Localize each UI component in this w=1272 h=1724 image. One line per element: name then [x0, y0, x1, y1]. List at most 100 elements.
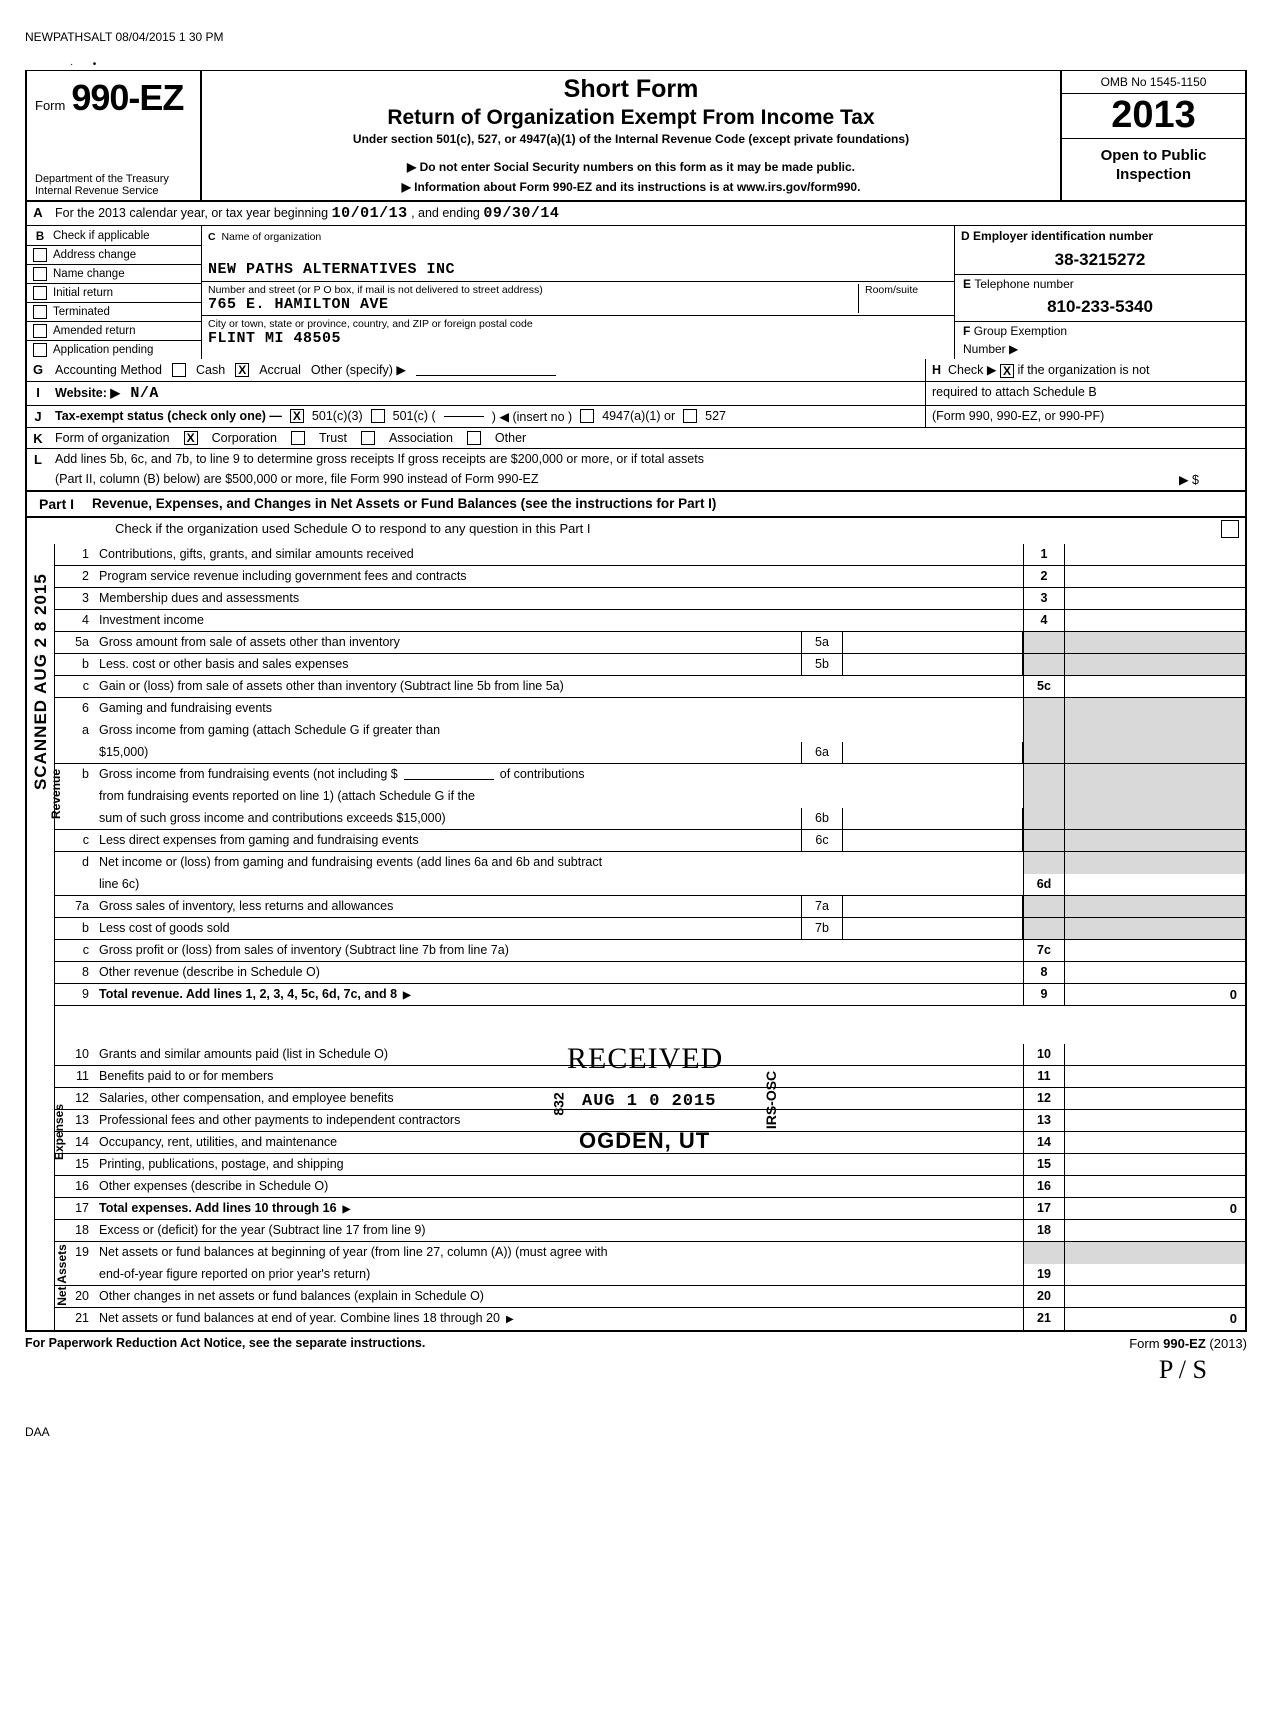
mid-v[interactable] — [843, 918, 1023, 939]
form-header: Form 990-EZ Department of the Treasury I… — [25, 70, 1247, 202]
title-sub: Return of Organization Exempt From Incom… — [210, 106, 1052, 130]
checkbox-trust[interactable] — [291, 431, 305, 445]
ln-rn: 20 — [1023, 1286, 1065, 1307]
line-5c: c Gain or (loss) from sale of assets oth… — [55, 676, 1245, 698]
ln-rv[interactable] — [1065, 544, 1245, 565]
ln-rn: 9 — [1023, 984, 1065, 1005]
mid-v[interactable] — [843, 808, 1023, 829]
col-def: D Employer identification number 38-3215… — [955, 226, 1245, 359]
j-o2b: ) ◀ (insert no ) — [492, 409, 572, 424]
row-l2: (Part II, column (B) below) are $500,000… — [25, 469, 1247, 492]
ln-rv-shade — [1065, 632, 1245, 653]
checkbox-accrual[interactable]: X — [235, 363, 249, 377]
j-insert[interactable] — [444, 416, 484, 417]
department: Department of the Treasury Internal Reve… — [35, 173, 192, 198]
ln-rv[interactable] — [1065, 588, 1245, 609]
ln-rv[interactable] — [1065, 962, 1245, 983]
open-pub-2: Inspection — [1066, 166, 1241, 185]
mid-v[interactable] — [843, 654, 1023, 675]
addr-left: Number and street (or P O box, if mail i… — [208, 284, 858, 313]
ln-desc: sum of such gross income and contributio… — [99, 808, 801, 829]
ln-num: 21 — [55, 1308, 99, 1330]
main-table: Revenue 1 Contributions, gifts, grants, … — [25, 544, 1247, 1332]
mid-v[interactable] — [843, 830, 1023, 851]
f-head: F Group Exemption — [955, 322, 1245, 340]
ln-rv: 0 — [1065, 1198, 1245, 1219]
ln-desc: Gain or (loss) from sale of assets other… — [99, 676, 1023, 697]
ln-rv[interactable] — [1065, 676, 1245, 697]
ein: 38-3215272 — [955, 246, 1245, 274]
checkbox-4947[interactable] — [580, 409, 594, 423]
ln-rv[interactable] — [1065, 1264, 1245, 1285]
line-6c: c Less direct expenses from gaming and f… — [55, 830, 1245, 852]
c-addr-lbl: Number and street (or P O box, if mail i… — [208, 284, 858, 296]
b-opt-5: Application pending — [27, 341, 201, 359]
checkbox-sched-o[interactable] — [1221, 520, 1239, 538]
ln-desc: Other expenses (describe in Schedule O) — [99, 1176, 1023, 1197]
ln-rn-shade — [1023, 698, 1065, 720]
ln-rv[interactable] — [1065, 940, 1245, 961]
g-text: Accounting Method — [55, 363, 162, 377]
ln-rv[interactable] — [1065, 610, 1245, 631]
ln-rv[interactable] — [1065, 1088, 1245, 1109]
ln-rv[interactable] — [1065, 1066, 1245, 1087]
ln-rn: 7c — [1023, 940, 1065, 961]
checkbox-501c[interactable] — [371, 409, 385, 423]
ln-num: b — [55, 654, 99, 675]
line-18: 18 Excess or (deficit) for the year (Sub… — [55, 1220, 1245, 1242]
label-b: B — [33, 228, 47, 243]
tax-year: 2013 — [1062, 94, 1245, 139]
ln-rv[interactable] — [1065, 874, 1245, 895]
ln-desc: Occupancy, rent, utilities, and maintena… — [99, 1132, 1023, 1153]
mid-v[interactable] — [843, 632, 1023, 653]
checkbox[interactable] — [33, 343, 47, 357]
ln-desc: Total revenue. Add lines 1, 2, 3, 4, 5c,… — [99, 984, 1023, 1005]
col-b: B Check if applicable Address change Nam… — [27, 226, 202, 359]
mid-v[interactable] — [843, 742, 1023, 763]
footer-left: For Paperwork Reduction Act Notice, see … — [25, 1336, 425, 1351]
checkbox[interactable] — [33, 324, 47, 338]
6b-blank[interactable] — [404, 767, 494, 780]
ln-rv[interactable] — [1065, 1110, 1245, 1131]
ln-rv[interactable] — [1065, 1132, 1245, 1153]
checkbox[interactable] — [33, 248, 47, 262]
ln-desc: Program service revenue including govern… — [99, 566, 1023, 587]
checkbox-other[interactable] — [467, 431, 481, 445]
header-right: OMB No 1545-1150 2013 Open to Public Ins… — [1060, 71, 1245, 200]
checkbox-corp[interactable]: X — [184, 431, 198, 445]
g-other-blank[interactable] — [416, 363, 556, 376]
c-addr-block: Number and street (or P O box, if mail i… — [202, 282, 954, 316]
ln-rv[interactable] — [1065, 1044, 1245, 1065]
d-head: D Employer identification number — [955, 226, 1245, 246]
ln-rv[interactable] — [1065, 1176, 1245, 1197]
ln-rn: 8 — [1023, 962, 1065, 983]
ln-rn: 17 — [1023, 1198, 1065, 1219]
ln-rn: 1 — [1023, 544, 1065, 565]
stamp-832: 832 — [551, 1092, 567, 1115]
bcd-block: B Check if applicable Address change Nam… — [25, 226, 1247, 359]
ln-rn: 10 — [1023, 1044, 1065, 1065]
ln-rn-shade — [1023, 852, 1065, 874]
ln-rv[interactable] — [1065, 566, 1245, 587]
checkbox[interactable] — [33, 267, 47, 281]
ln-num: 8 — [55, 962, 99, 983]
line-6a1: a Gross income from gaming (attach Sched… — [55, 720, 1245, 742]
ln-rv[interactable] — [1065, 1286, 1245, 1307]
footer-right-suf: (2013) — [1206, 1336, 1247, 1351]
mid-v[interactable] — [843, 896, 1023, 917]
ln-rv[interactable] — [1065, 1154, 1245, 1175]
checkbox[interactable] — [33, 286, 47, 300]
form-code: 990-EZ — [71, 77, 183, 119]
checkbox-assoc[interactable] — [361, 431, 375, 445]
b-opt-label: Address change — [53, 249, 136, 261]
ln-rv[interactable] — [1065, 1220, 1245, 1241]
e-head: E Telephone number — [955, 275, 1245, 293]
checkbox-h[interactable]: X — [1000, 364, 1014, 378]
line-6b1: b Gross income from fundraising events (… — [55, 764, 1245, 786]
checkbox-501c3[interactable]: X — [290, 409, 304, 423]
checkbox-527[interactable] — [683, 409, 697, 423]
checkbox-cash[interactable] — [172, 363, 186, 377]
checkbox[interactable] — [33, 305, 47, 319]
line-1: 1 Contributions, gifts, grants, and simi… — [55, 544, 1245, 566]
form-990ez-page: SCANNED AUG 2 8 2015 NEWPATHSALT 08/04/2… — [25, 30, 1247, 1439]
